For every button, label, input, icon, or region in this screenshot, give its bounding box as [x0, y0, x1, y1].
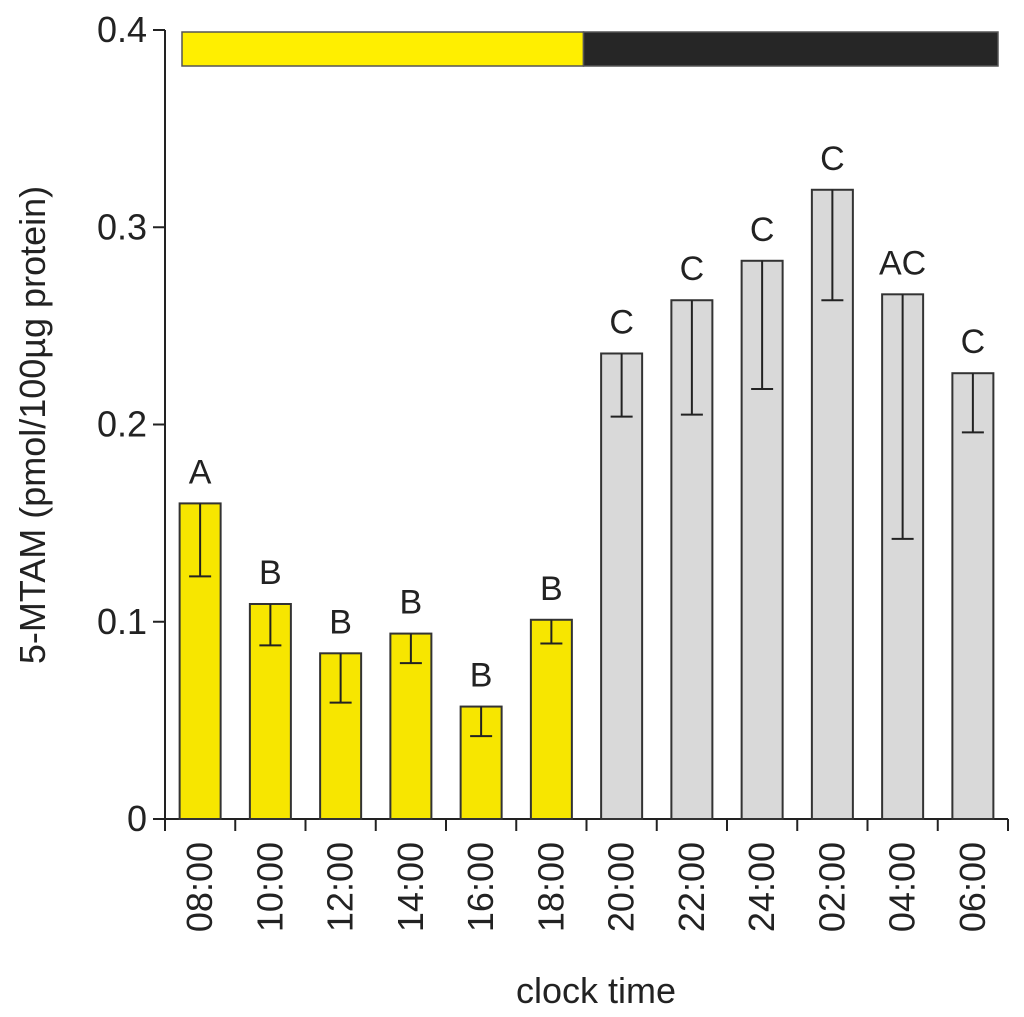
bars: A B B B B B C C C C AC C	[178, 140, 995, 821]
photoperiod-bar	[181, 31, 999, 67]
x-tick-label: 12:00	[320, 842, 361, 932]
x-tick-label: 16:00	[460, 842, 501, 932]
significance-label: AC	[879, 244, 926, 282]
x-tick-label: 20:00	[601, 842, 642, 932]
y-tick-label: 0.3	[97, 206, 147, 247]
significance-label: C	[680, 250, 705, 288]
significance-label: B	[540, 570, 563, 608]
x-tick-label: 02:00	[811, 842, 852, 932]
bar	[389, 632, 433, 821]
significance-label: B	[400, 584, 423, 622]
x-tick-label: 18:00	[530, 842, 571, 932]
significance-label: C	[750, 211, 775, 249]
x-tick-label: 04:00	[882, 842, 923, 932]
x-tick-label: 08:00	[179, 842, 220, 932]
significance-label: C	[961, 323, 986, 361]
x-axis: 08:00 10:00 12:00 14:00 16:00 18:00 20:00 22:00…	[164, 818, 1009, 932]
significance-label: C	[609, 303, 634, 341]
y-tick-label: 0	[127, 798, 147, 839]
significance-label: A	[189, 453, 212, 491]
y-tick-label: 0.1	[97, 601, 147, 642]
significance-label: B	[259, 554, 282, 592]
dark-phase-bar	[582, 31, 999, 67]
y-tick-label: 0.2	[97, 404, 147, 445]
bar	[529, 618, 573, 821]
x-tick-label: 24:00	[741, 842, 782, 932]
x-tick-label: 10:00	[249, 842, 290, 932]
significance-label: C	[820, 140, 845, 178]
y-axis: 0 0.1 0.2 0.3 0.4	[97, 9, 166, 839]
x-tick-label: 06:00	[952, 842, 993, 932]
x-tick-label: 14:00	[390, 842, 431, 932]
bar	[600, 352, 644, 820]
y-tick-label: 0.4	[97, 9, 147, 50]
significance-label: B	[470, 657, 493, 695]
light-phase-bar	[181, 31, 585, 67]
y-axis-title: 5-MTAM (pmol/100µg protein)	[12, 186, 53, 664]
x-axis-title: clock time	[516, 970, 676, 1011]
significance-label: B	[329, 603, 352, 641]
bar	[951, 372, 995, 820]
x-tick-label: 22:00	[671, 842, 712, 932]
bar	[881, 293, 925, 820]
